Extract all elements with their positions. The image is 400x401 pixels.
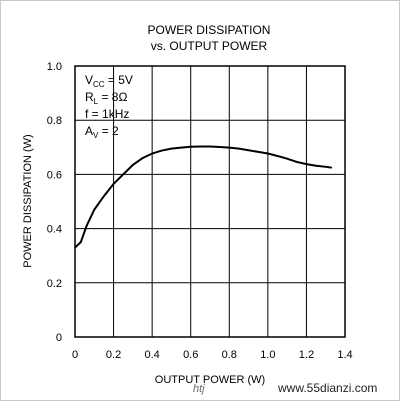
data-point-0: [74, 246, 76, 249]
data-point-17: [228, 146, 230, 149]
data-point-10: [161, 149, 163, 152]
data-point-3: [93, 209, 95, 211]
condition-3: AV = 2: [85, 124, 119, 140]
series-points: [74, 145, 333, 249]
data-point-6: [122, 173, 124, 175]
watermark-text: www.55dianzi.com: [277, 381, 377, 395]
y-tick-label-2: 0.4: [47, 224, 62, 236]
y-tick-label-0: 0: [56, 332, 62, 344]
chart-subtitle: vs. OUTPUT POWER: [151, 39, 268, 53]
y-tick-label-3: 0.6: [47, 169, 62, 181]
data-point-16: [219, 146, 221, 148]
y-tick-labels: 0 0.2 0.4 0.6 0.8 1.0: [47, 61, 62, 344]
data-point-14: [199, 145, 201, 148]
y-tick-label-1: 0.2: [47, 278, 62, 290]
x-tick-label-2: 0.4: [144, 349, 159, 361]
data-point-4: [103, 195, 105, 197]
data-point-27: [325, 166, 327, 168]
x-tick-label-5: 1.0: [260, 349, 275, 361]
x-tick-labels: 0 0.2 0.4 0.6 0.8 1.0 1.2 1.4: [72, 349, 353, 361]
data-point-21: [267, 152, 269, 155]
condition-0: VCC = 5V: [85, 73, 133, 89]
data-point-2: [85, 225, 88, 227]
data-point-26: [315, 165, 317, 167]
x-tick-label-0: 0: [72, 349, 78, 361]
data-point-5: [112, 183, 115, 185]
data-point-1: [80, 241, 82, 243]
plot-area: [74, 65, 346, 338]
x-tick-label-4: 0.8: [222, 349, 237, 361]
data-point-20: [257, 151, 259, 153]
data-point-28: [330, 167, 333, 169]
data-point-9: [151, 152, 153, 155]
data-point-7: [132, 164, 134, 166]
y-tick-label-4: 0.8: [47, 115, 62, 127]
x-tick-label-3: 0.6: [183, 349, 198, 361]
data-point-18: [238, 148, 240, 150]
condition-2: f = 1kHz: [85, 107, 129, 121]
data-point-19: [247, 149, 250, 151]
data-point-12: [180, 146, 182, 149]
x-tick-label-6: 1.2: [299, 349, 314, 361]
data-point-22: [276, 155, 279, 157]
x-axis-label: OUTPUT POWER (W): [155, 374, 265, 386]
y-axis-label: POWER DISSIPATION (W): [22, 134, 34, 267]
y-tick-label-5: 1.0: [47, 61, 62, 73]
condition-1: RL = 8Ω: [85, 90, 127, 106]
x-tick-label-1: 0.2: [106, 349, 121, 361]
watermark-icon: htj: [193, 383, 205, 395]
data-point-25: [305, 163, 308, 165]
chart-title: POWER DISSIPATION: [148, 23, 271, 37]
data-point-11: [170, 148, 173, 150]
x-tick-label-7: 1.4: [337, 349, 352, 361]
data-point-13: [190, 146, 192, 148]
data-point-23: [286, 158, 288, 160]
data-point-24: [296, 161, 298, 163]
data-point-15: [209, 145, 211, 148]
watermark: htj www.55dianzi.com: [193, 381, 377, 395]
data-point-8: [141, 157, 144, 159]
